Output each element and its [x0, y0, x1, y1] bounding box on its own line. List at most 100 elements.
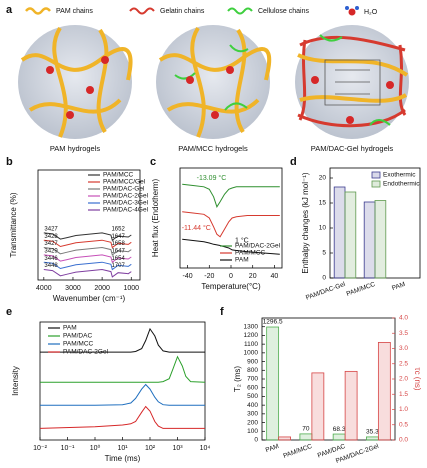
x-axis-label: Temperature(°C): [201, 282, 261, 291]
peak-label: 3427: [44, 226, 58, 232]
x-axis-label: Time (ms): [105, 454, 141, 463]
value-label: 68.3: [333, 426, 346, 433]
legend-swatch: [227, 7, 253, 15]
legend-label: PAM/MCC: [63, 341, 94, 348]
x-tick-label: 10⁴: [200, 445, 211, 452]
y-tick-label: 700: [247, 376, 258, 383]
series-line: [43, 232, 132, 242]
y-tick-label: 0: [254, 437, 258, 444]
legend-label: PAM/MCC: [235, 250, 266, 257]
panel-label: b: [6, 156, 13, 168]
hydrogel-pam: [18, 25, 133, 139]
panel-label: c: [150, 156, 156, 168]
y-tick-label: 600: [247, 384, 258, 391]
legend-swatch: [129, 7, 155, 15]
plot-frame: [37, 169, 141, 281]
y-tick-label: 800: [247, 367, 258, 374]
panel-label: f: [220, 306, 224, 318]
x-tick-label: 1000: [123, 285, 139, 292]
legend-label: PAM: [63, 325, 77, 332]
x-tick-label: 0: [229, 273, 233, 280]
water-molecules: [46, 56, 394, 124]
peak-label: 3446: [44, 256, 58, 262]
legend-label: PAM/MCC/Gel: [103, 179, 146, 186]
panel-label: a: [6, 4, 13, 16]
caption: PAM/DAC-Gel hydrogels: [311, 144, 394, 153]
y-axis-label: Intensity: [11, 366, 20, 396]
legend-label: PAM: [235, 257, 249, 264]
x-tick-label: PAM/DAC-Gel: [305, 281, 347, 302]
panel-label: e: [6, 306, 12, 318]
y-tick-label: 500: [247, 393, 258, 400]
annotation: 1 °C: [235, 236, 249, 244]
y-tick-label: 300: [247, 411, 258, 418]
y-tick-label: 1200: [244, 332, 259, 339]
y-tick-label: 20: [319, 175, 327, 182]
bar: [344, 191, 357, 279]
x-tick-label: -20: [204, 273, 214, 280]
x-tick-label: 40: [271, 273, 279, 280]
bar: [278, 436, 291, 441]
legend-label: PAM chains: [56, 8, 93, 15]
series-line: [43, 239, 132, 249]
peak-label: 3429: [44, 248, 58, 254]
water-icon: [345, 6, 359, 16]
y-tick-label: 0: [322, 275, 326, 282]
y-tick-label: 3.5: [399, 330, 408, 337]
series-line: [43, 268, 132, 278]
peak-label: 1658: [111, 241, 125, 247]
bar: [344, 370, 358, 441]
plot-frame: [261, 317, 396, 441]
series-line: [182, 211, 280, 238]
x-tick-label: 20: [249, 273, 257, 280]
series-line: [43, 246, 132, 256]
bar: [266, 326, 280, 441]
y-tick-label: 1300: [244, 323, 259, 330]
x-tick-label: PAM/MCC: [282, 443, 313, 460]
peak-label: 1654: [111, 256, 125, 262]
caption: PAM/MCC hydrogels: [178, 144, 248, 153]
caption: PAM hydrogels: [50, 144, 101, 153]
x-tick-label: 10⁻¹: [61, 445, 75, 452]
legend-label: PAM/DAC-2Gel: [103, 193, 149, 200]
bar: [311, 372, 325, 441]
y-tick-label: 4.0: [399, 315, 408, 322]
legend-label: Cellulose chains: [258, 8, 309, 15]
hydrogel-mcc: [156, 25, 272, 139]
x-tick-label: 10⁰: [90, 444, 101, 452]
peak-label: 1647: [111, 234, 125, 240]
legend-label: PAM/MCC: [103, 172, 134, 179]
peak-label: 1652: [111, 226, 125, 232]
x-tick-label: 10¹: [117, 445, 128, 452]
series-line: [182, 183, 280, 208]
x-tick-label: 3000: [65, 285, 81, 292]
y-tick-label: 1.0: [399, 406, 408, 413]
legend-label: PAM/DAC-Gel: [103, 186, 145, 193]
y-tick-label: 400: [247, 402, 258, 409]
bar: [363, 201, 376, 279]
legend-label: PAM/DAC-4Gel: [103, 207, 149, 214]
legend-label: PAM/DAC-2Gel: [63, 349, 109, 356]
y-tick-label: 1.5: [399, 391, 408, 398]
legend-label: Endothermic: [383, 181, 420, 188]
series-line: [43, 261, 132, 271]
y-tick-label: 3.0: [399, 345, 408, 352]
bar: [366, 436, 379, 441]
bar: [374, 200, 387, 279]
value-label: 70: [302, 426, 310, 433]
x-tick-label: 2000: [94, 285, 110, 292]
y-axis-label: T₂ (ms): [233, 366, 242, 393]
y-tick-label: 1100: [244, 341, 258, 348]
legend-label: PAM/DAC-2Gel: [235, 243, 281, 250]
legend-label: Exothermic: [383, 172, 416, 179]
y-tick-label: 1000: [244, 350, 259, 357]
y-tick-label: 15: [319, 200, 327, 207]
panel-label: d: [290, 156, 297, 168]
series-line: [40, 327, 205, 353]
y-tick-label: 10: [319, 225, 327, 232]
bar: [332, 433, 346, 441]
peak-label: 3427: [44, 241, 58, 247]
annotation: -13.09 °C: [197, 174, 227, 182]
series-line: [40, 355, 206, 383]
